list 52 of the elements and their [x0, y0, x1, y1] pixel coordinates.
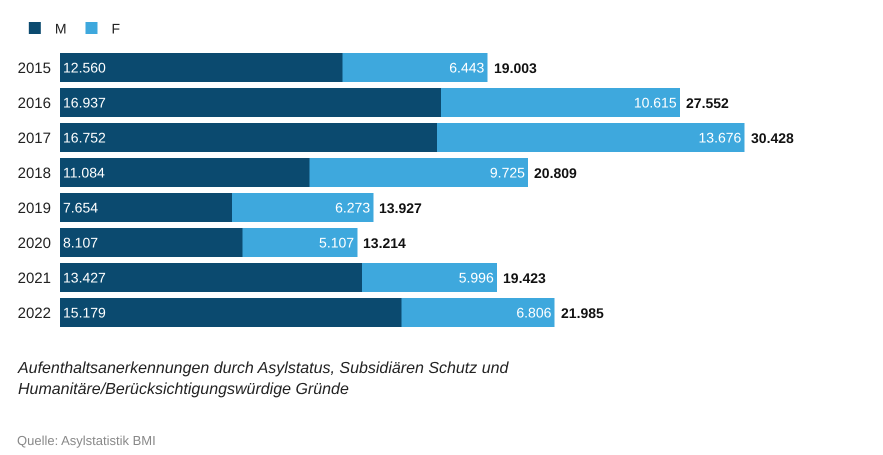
data-label: 6.273 — [335, 200, 370, 216]
bar — [60, 193, 232, 222]
data-label: 11.084 — [63, 164, 105, 180]
y-tick-label: 2020 — [18, 234, 51, 252]
y-tick-label: 2016 — [18, 94, 51, 112]
total-label: 19.003 — [494, 60, 538, 76]
bar — [60, 88, 442, 117]
total-label: 13.927 — [379, 200, 422, 216]
y-tick-label: 2017 — [18, 130, 51, 147]
bar — [362, 263, 497, 292]
data-label: 5.996 — [458, 270, 494, 286]
source-note: Quelle: Asylstatistik BMI — [17, 433, 156, 448]
data-label: 6.443 — [449, 60, 485, 76]
total-label: 13.214 — [363, 235, 406, 251]
total-label: 30.428 — [751, 130, 794, 146]
total-label: 20.809 — [534, 165, 578, 181]
legend-label: M — [54, 20, 66, 36]
data-label: 16.937 — [63, 94, 106, 110]
bar — [60, 263, 362, 292]
data-label: 9.725 — [490, 164, 526, 180]
text: Aufenthaltsanerkennungen durch Asylstatus, Subsidiären Schutz und Humanitäre/Berücksichtigungswürdige Gründe — [17, 360, 510, 398]
data-label: 7.654 — [63, 200, 98, 216]
legend-label: F — [111, 20, 120, 36]
data-label: 15.179 — [63, 304, 106, 320]
bar — [309, 158, 528, 187]
bar — [342, 53, 488, 82]
bar — [60, 228, 242, 257]
data-label: 12.560 — [63, 60, 106, 76]
total-label: 21.985 — [561, 305, 604, 321]
y-tick-label: 2022 — [18, 304, 51, 322]
data-label: 8.107 — [63, 234, 98, 250]
data-label: 16.752 — [63, 130, 106, 146]
bar — [441, 88, 680, 117]
total-label: 19.423 — [503, 270, 546, 286]
y-tick-label: 2021 — [18, 270, 51, 287]
data-label: 6.806 — [516, 304, 552, 320]
data-label: 13.676 — [698, 130, 742, 146]
bar — [401, 298, 555, 327]
data-label: 13.427 — [63, 270, 106, 286]
data-label: 5.107 — [319, 234, 354, 250]
bar — [232, 193, 374, 222]
y-tick-label: 2018 — [18, 164, 51, 182]
y-tick-label: 2019 — [18, 200, 51, 217]
bar — [60, 298, 402, 327]
total-label: 27.552 — [686, 95, 730, 111]
data-label: 10.615 — [634, 94, 677, 110]
y-tick-label: 2015 — [18, 60, 51, 77]
bar — [60, 123, 437, 152]
bar — [436, 123, 745, 152]
bar — [242, 228, 358, 257]
bar — [60, 158, 310, 187]
bar — [60, 53, 343, 82]
